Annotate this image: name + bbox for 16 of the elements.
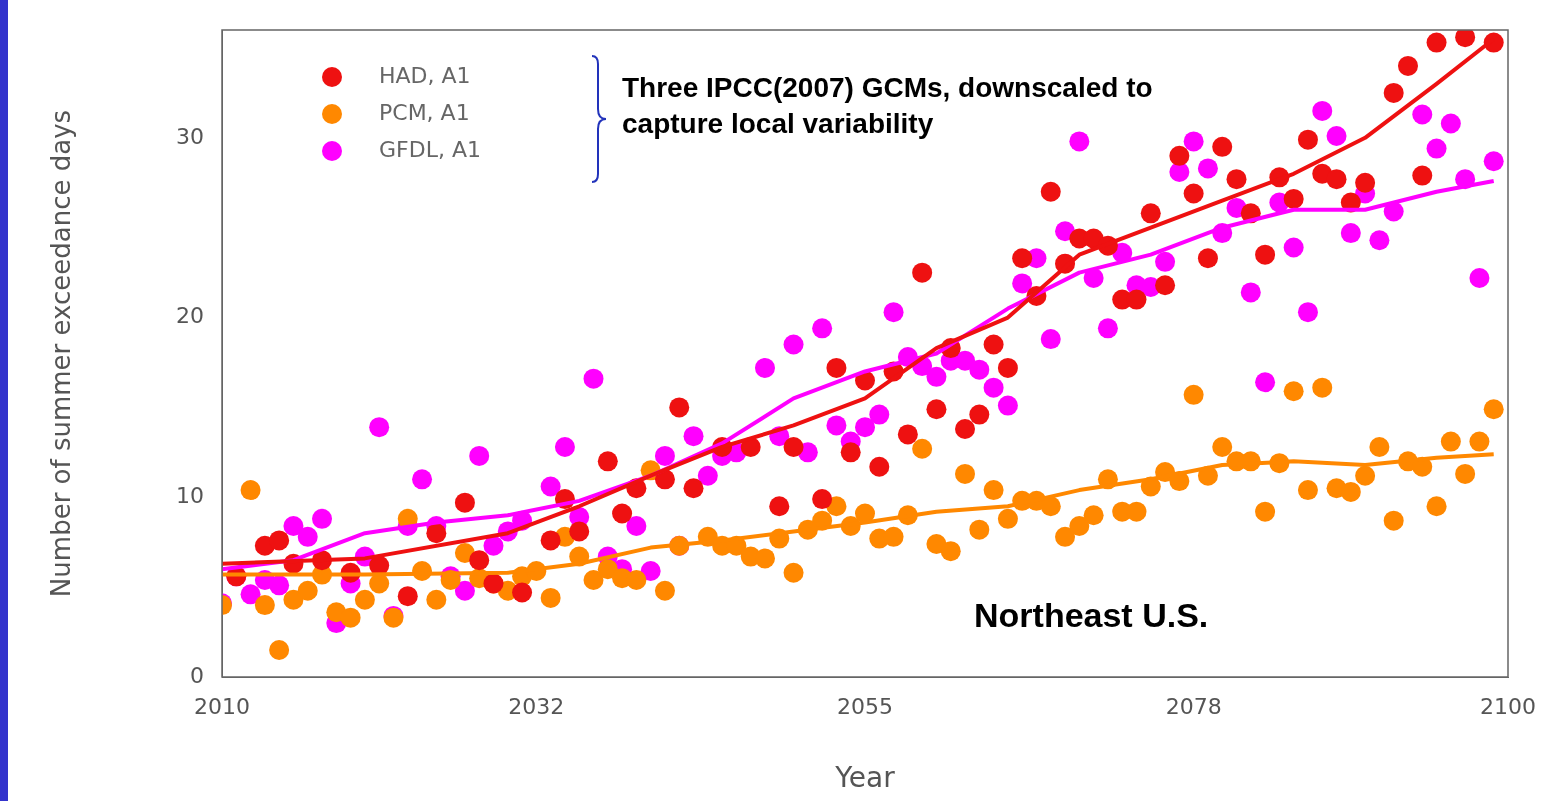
y-tick-label: 20	[176, 303, 204, 329]
y-tick-label: 30	[176, 123, 204, 149]
x-tick-label: 2010	[194, 693, 250, 719]
x-tick-label: 2055	[837, 693, 893, 719]
legend-label: HAD, A1	[379, 62, 471, 88]
y-tick-label: 10	[176, 483, 204, 508]
y-tick-label: 0	[190, 662, 204, 688]
legend-label: PCM, A1	[379, 99, 470, 125]
x-tick-label: 2032	[508, 693, 565, 719]
legend-label: GFDL, A1	[379, 136, 481, 162]
annotation: Three IPCC(2007) GCMs, downscaled to capture local variability	[622, 71, 1154, 142]
x-tick-label: 2078	[1165, 693, 1222, 719]
x-axis-title: Year	[834, 761, 896, 795]
y-axis-title: Number of summer exceedance days	[46, 109, 77, 598]
annotation: Northeast U.S.	[974, 595, 1210, 636]
x-tick-label: 2100	[1480, 693, 1536, 719]
